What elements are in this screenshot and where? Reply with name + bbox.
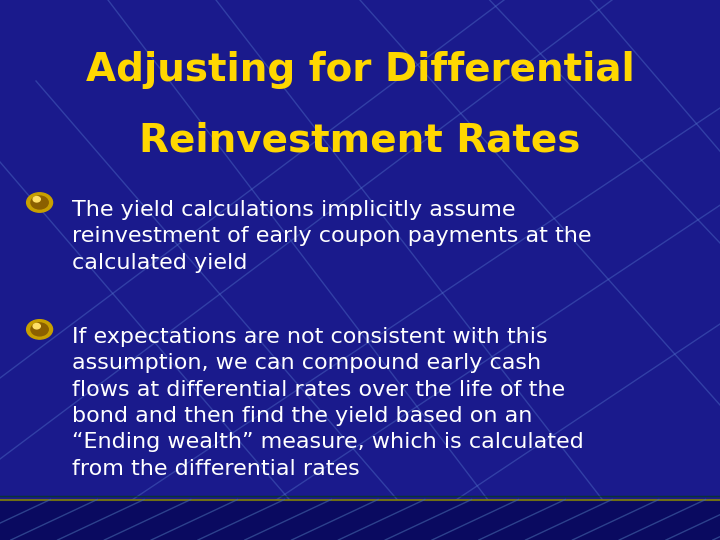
Text: Adjusting for Differential: Adjusting for Differential	[86, 51, 634, 89]
Text: If expectations are not consistent with this
assumption, we can compound early c: If expectations are not consistent with …	[72, 327, 584, 478]
Bar	[0, 500, 720, 540]
Circle shape	[33, 197, 40, 202]
Text: Reinvestment Rates: Reinvestment Rates	[139, 122, 581, 159]
Circle shape	[31, 323, 48, 336]
Circle shape	[27, 193, 53, 212]
Circle shape	[33, 323, 40, 329]
Circle shape	[31, 196, 48, 209]
Circle shape	[27, 320, 53, 339]
Text: The yield calculations implicitly assume
reinvestment of early coupon payments a: The yield calculations implicitly assume…	[72, 200, 592, 273]
